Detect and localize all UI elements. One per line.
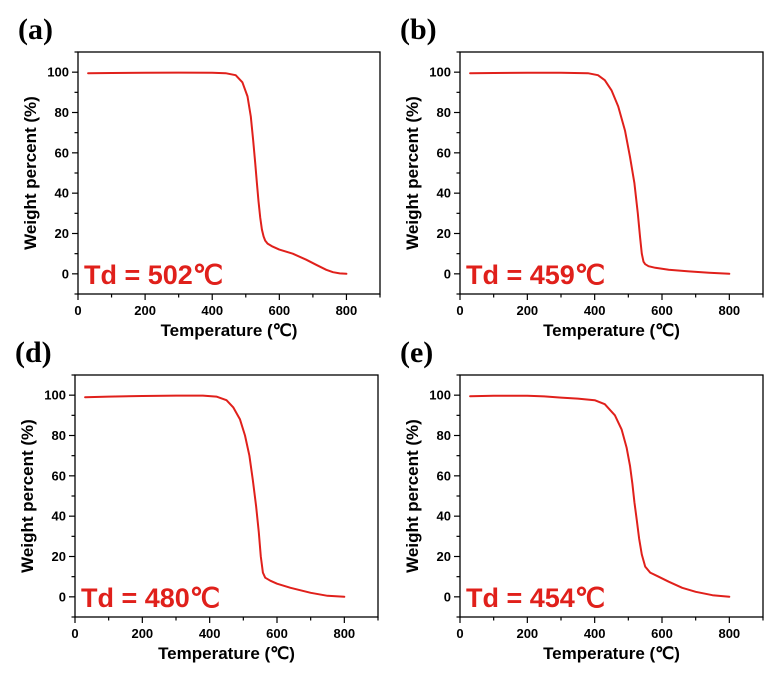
x-tick-label: 400	[201, 303, 223, 318]
y-tick-label: 20	[52, 549, 66, 564]
x-tick-label: 400	[199, 626, 221, 641]
y-tick-label: 100	[47, 65, 69, 80]
x-tick-label: 0	[456, 303, 463, 318]
tga-curve	[469, 394, 731, 598]
x-tick-label: 200	[516, 626, 538, 641]
x-tick-label: 0	[456, 626, 463, 641]
y-tick-label: 60	[55, 145, 69, 160]
x-tick-label: 200	[516, 303, 538, 318]
y-tick-label: 40	[55, 186, 69, 201]
tga-curve	[87, 71, 348, 275]
y-tick-label: 0	[62, 266, 69, 281]
y-tick-label: 0	[59, 589, 66, 604]
y-axis-title: Weight percent (%)	[18, 419, 37, 573]
x-tick-label: 800	[333, 626, 355, 641]
y-axis-title: Weight percent (%)	[403, 419, 422, 573]
x-tick-label: 200	[134, 303, 156, 318]
y-tick-label: 20	[437, 226, 451, 241]
x-tick-label: 800	[718, 303, 740, 318]
td-annotation: Td = 454℃	[466, 583, 605, 613]
x-tick-label: 0	[74, 303, 81, 318]
y-tick-label: 60	[437, 145, 451, 160]
panel-label: (e)	[400, 336, 433, 369]
y-tick-label: 40	[437, 509, 451, 524]
tga-curve	[84, 394, 346, 598]
y-tick-label: 80	[52, 428, 66, 443]
chart-panel-3: (d) 0 200 400 600 800 0 20 40 60 80 100 Temperature …	[15, 336, 379, 663]
panel-label: (d)	[15, 336, 52, 369]
x-tick-label: 800	[336, 303, 358, 318]
x-axis-title: Temperature (℃)	[161, 321, 298, 340]
y-tick-label: 80	[437, 105, 451, 120]
plot-frame	[74, 374, 379, 618]
y-tick-label: 60	[437, 468, 451, 483]
y-tick-label: 20	[437, 549, 451, 564]
x-axis-title: Temperature (℃)	[543, 321, 680, 340]
x-tick-label: 600	[651, 626, 673, 641]
y-tick-label: 100	[429, 388, 451, 403]
x-tick-label: 400	[584, 626, 606, 641]
chart-panel-4: (e) 0 200 400 600 800 0 20 40 60 80 100 Temperature …	[400, 336, 764, 663]
x-tick-label: 0	[71, 626, 78, 641]
x-tick-label: 600	[268, 303, 290, 318]
tga-curve	[469, 71, 731, 275]
y-tick-label: 100	[429, 65, 451, 80]
plot-frame	[77, 51, 381, 295]
td-annotation: Td = 502℃	[84, 260, 223, 290]
y-tick-label: 0	[444, 266, 451, 281]
x-tick-label: 200	[131, 626, 153, 641]
y-tick-label: 40	[52, 509, 66, 524]
x-tick-label: 600	[651, 303, 673, 318]
y-tick-label: 80	[437, 428, 451, 443]
y-axis-title: Weight percent (%)	[21, 96, 40, 250]
td-annotation: Td = 480℃	[81, 583, 220, 613]
panel-label: (a)	[18, 13, 53, 46]
chart-panel-1: (a) 0 200 400 600 800 0 20 40 60 80 100 Temperature …	[18, 13, 381, 340]
y-tick-label: 0	[444, 589, 451, 604]
y-tick-label: 20	[55, 226, 69, 241]
x-tick-label: 600	[266, 626, 288, 641]
x-axis-title: Temperature (℃)	[158, 644, 295, 663]
y-axis-title: Weight percent (%)	[403, 96, 422, 250]
y-tick-label: 100	[44, 388, 66, 403]
x-tick-label: 800	[718, 626, 740, 641]
x-axis-title: Temperature (℃)	[543, 644, 680, 663]
y-tick-label: 60	[52, 468, 66, 483]
y-tick-label: 40	[437, 186, 451, 201]
panel-label: (b)	[400, 13, 437, 46]
x-tick-label: 400	[584, 303, 606, 318]
plot-frame	[459, 51, 764, 295]
y-tick-label: 80	[55, 105, 69, 120]
chart-panel-2: (b) 0 200 400 600 800 0 20 40 60 80 100 Temperature …	[400, 13, 764, 340]
td-annotation: Td = 459℃	[466, 260, 605, 290]
